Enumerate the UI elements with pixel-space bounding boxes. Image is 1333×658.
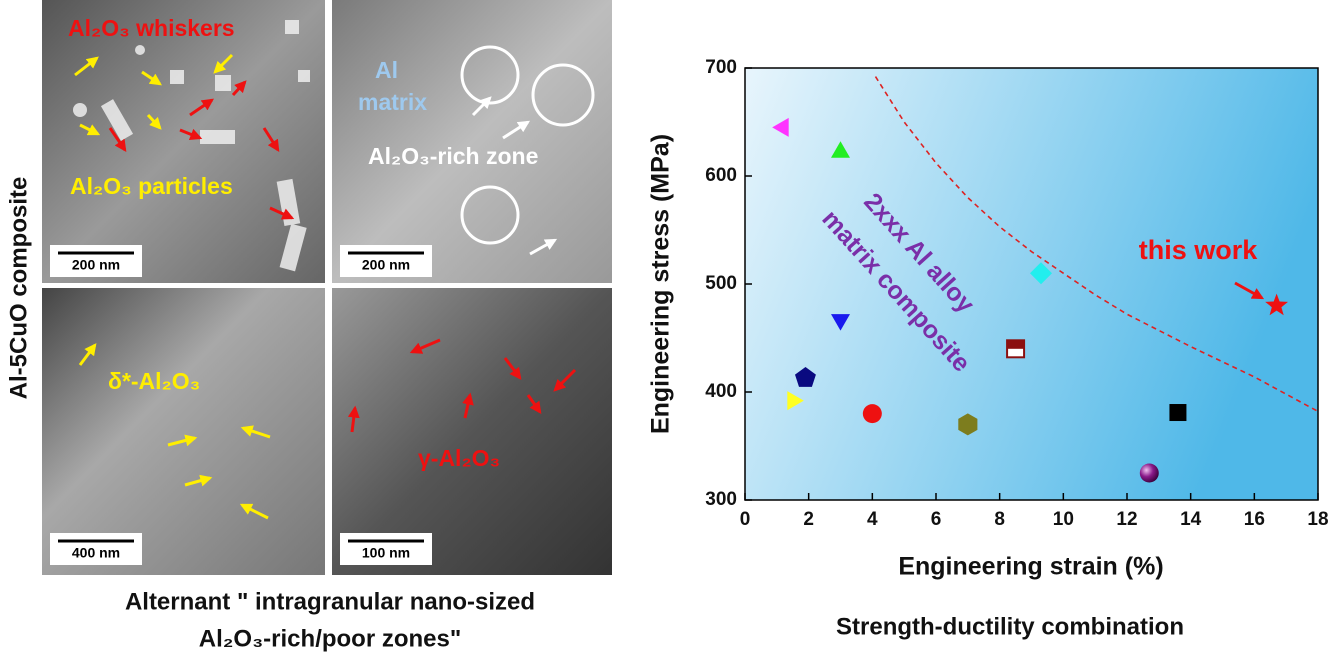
micrograph <box>332 288 612 575</box>
y-tick-label: 400 <box>705 381 737 402</box>
tile-label: Al₂O₃ particles <box>70 173 233 199</box>
x-tick-label: 16 <box>1244 509 1265 530</box>
scale-bar-box <box>340 245 432 277</box>
y-tick-label: 300 <box>705 489 737 510</box>
x-tick-label: 4 <box>867 509 878 530</box>
tile-label: matrix <box>358 89 427 115</box>
x-tick-label: 8 <box>994 509 1005 530</box>
side-label: Al-5CuO composite <box>5 177 32 400</box>
marker-part <box>1007 340 1025 349</box>
scale-bar-box <box>340 533 432 565</box>
scale-bar-box <box>50 533 142 565</box>
y-tick-label: 700 <box>705 57 737 78</box>
marker <box>772 117 789 137</box>
marker <box>958 413 978 436</box>
micrograph <box>332 0 612 283</box>
marker <box>831 314 850 331</box>
x-tick-label: 2 <box>803 509 814 530</box>
plot-area <box>745 68 1318 500</box>
caption: Strength-ductility combination <box>836 613 1184 640</box>
y-tick-label: 500 <box>705 273 737 294</box>
micrograph <box>42 288 325 575</box>
x-tick-label: 18 <box>1307 509 1328 530</box>
tile-label: Al₂O₃ whiskers <box>68 15 235 41</box>
annotation: this work <box>1139 235 1259 265</box>
scale-bar-label: 200 nm <box>362 257 410 273</box>
scale-bar-label: 100 nm <box>362 545 410 561</box>
x-tick-label: 14 <box>1180 509 1202 530</box>
y-axis-label: Engineering stress (MPa) <box>647 134 675 434</box>
caption: Al₂O₃-rich/poor zones" <box>199 625 462 652</box>
tile-label: Al <box>375 57 398 83</box>
tile-label: δ*-Al₂O₃ <box>108 368 200 394</box>
marker <box>862 404 882 424</box>
scale-bar-label: 200 nm <box>72 257 120 273</box>
marker <box>1030 262 1052 285</box>
arrows <box>74 53 577 520</box>
trend-curve <box>874 76 1319 413</box>
particles <box>73 20 310 272</box>
marker <box>831 141 850 158</box>
x-tick-label: 12 <box>1116 509 1137 530</box>
annotation-arrow <box>1234 281 1265 300</box>
tile-label: γ-Al₂O₃ <box>418 445 500 471</box>
scale-bar-label: 400 nm <box>72 545 120 561</box>
micrograph <box>42 0 325 283</box>
marker <box>787 391 804 411</box>
marker <box>1265 293 1288 316</box>
marker <box>1006 339 1026 359</box>
x-tick-label: 6 <box>931 509 942 530</box>
marker <box>1139 463 1159 483</box>
x-tick-label: 10 <box>1053 509 1074 530</box>
marker <box>795 367 816 387</box>
x-axis-label: Engineering strain (%) <box>898 553 1163 581</box>
x-tick-label: 0 <box>740 509 751 530</box>
scale-bar-box <box>50 245 142 277</box>
tile-label: Al₂O₃-rich zone <box>368 143 538 169</box>
y-tick-label: 600 <box>705 165 737 186</box>
marker <box>1169 404 1187 422</box>
caption: Alternant " intragranular nano-sized <box>125 588 535 615</box>
